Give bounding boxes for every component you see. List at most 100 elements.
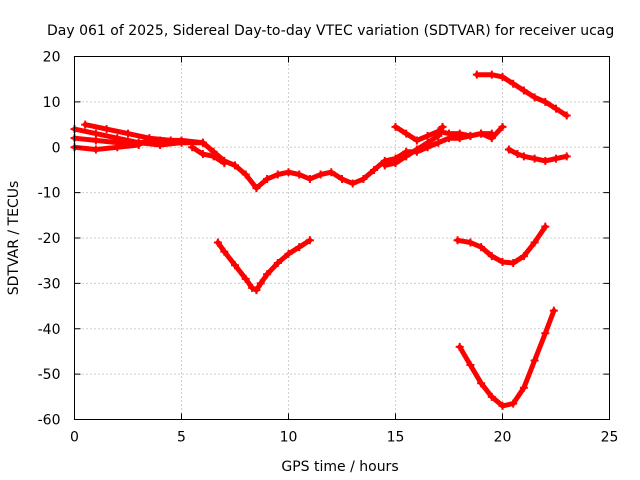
data-point [530,356,539,365]
y-tick-label: 10 [43,95,61,111]
data-point [338,175,346,184]
data-point [263,175,272,184]
data-point [455,129,464,138]
data-point [124,129,132,138]
data-point [273,170,282,179]
grid [74,56,610,420]
data-point [423,138,432,147]
y-tick-label: -60 [38,413,61,429]
data-point [438,122,447,131]
data-point [445,129,453,138]
data-point [541,156,550,165]
data-point [231,261,239,270]
y-tick-label: 20 [43,50,61,66]
data-point [177,138,186,147]
data-point [305,175,314,184]
series-trace-3 [72,142,142,152]
x-axis-label: GPS time / hours [281,459,398,475]
data-point [156,140,165,149]
data-point [519,86,528,95]
data-point [562,152,571,161]
data-point [284,249,293,258]
data-point [509,399,518,408]
data-point [252,286,261,295]
data-point [81,120,90,129]
series-trace-9 [215,237,313,293]
series-trace-11 [457,308,557,409]
data-point [273,258,282,267]
x-tick-label: 20 [494,430,512,446]
data-point [412,136,421,145]
data-point [498,258,507,267]
data-point [91,145,100,154]
data-point [102,125,111,134]
data-point [549,306,558,315]
data-point [472,70,481,79]
x-tick-label: 5 [177,430,186,446]
data-point [487,392,496,401]
data-point [91,129,100,138]
x-tick-label: 0 [70,430,79,446]
data-point [541,329,550,338]
data-point [391,122,400,131]
data-point [498,122,507,131]
y-tick-label: -40 [38,322,61,338]
data-point [562,111,571,120]
data-point [134,140,143,149]
data-point [519,152,528,161]
y-tick-label: -50 [38,367,61,383]
data-point [220,247,229,256]
data-point [434,131,443,140]
data-point [541,222,550,231]
data-point [434,138,443,147]
data-point [91,136,100,145]
x-tick-label: 25 [601,430,619,446]
data-point [220,159,229,168]
y-tick-label: -30 [38,276,61,292]
x-tick-label: 10 [280,430,298,446]
y-tick-label: -10 [38,186,61,202]
data-point [370,165,379,174]
data-point [519,383,528,392]
data-point [256,279,265,288]
data-point [295,170,304,179]
x-tick-label: 15 [387,430,405,446]
data-point [530,238,539,247]
data-point [316,170,325,179]
data-point [487,252,496,261]
data-point [380,161,389,170]
data-point [198,138,207,147]
data-point [509,258,518,267]
data-point [359,175,368,184]
data-point [552,104,560,113]
data-point [248,283,257,292]
data-point [327,168,336,177]
data-point [198,150,207,159]
data-point [487,134,496,143]
data-point [466,131,475,140]
y-tick-label: -20 [38,231,61,247]
data-point [284,168,293,177]
data-point [263,270,272,279]
data-point [305,236,314,245]
data-point [402,152,411,161]
data-point [241,274,250,283]
data-series [70,70,571,410]
axis-ticks: 0 5 10 15 20 25 -60 -50 -40 -30 -20 -10 0 10 20 [38,50,619,446]
data-point [295,243,304,252]
data-point [145,134,154,143]
data-point [498,401,507,410]
series-trace-4 [189,144,227,166]
data-point [498,72,507,81]
data-point [252,184,261,193]
data-point [487,70,496,79]
data-point [391,159,400,168]
data-point [455,342,464,351]
data-point [209,152,218,161]
chart-title: Day 061 of 2025, Sidereal Day-to-day VTE… [47,23,614,39]
data-point [231,161,239,170]
data-point [530,93,539,102]
data-point [477,129,486,138]
data-point [519,252,528,261]
